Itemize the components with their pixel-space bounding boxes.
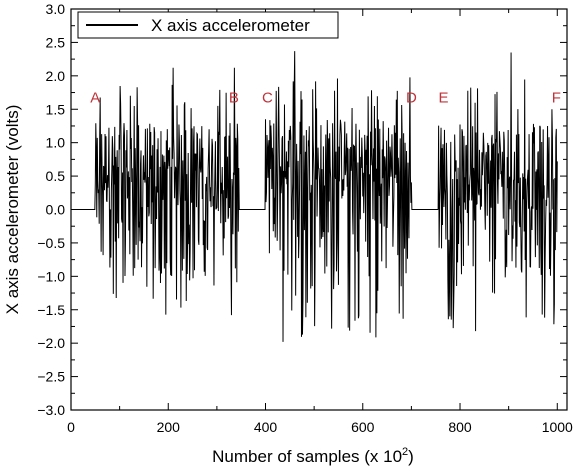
- x-tick-label: 400: [254, 419, 278, 435]
- x-axis-title-suffix: ): [408, 447, 414, 466]
- x-tick-label: 800: [448, 419, 472, 435]
- legend-entry: X axis accelerometer: [151, 16, 310, 35]
- x-tick-label: 600: [351, 419, 375, 435]
- y-tick-label: 2.5: [46, 34, 66, 50]
- y-tick-label: −0.5: [37, 235, 65, 251]
- ticks-layer: −3.0 −2.5 −2.0 −1.5 −1.0 −0.5 0.0 0.5 1.0 1.5 2.0 2…: [37, 1, 573, 435]
- segment-label-f: F: [552, 90, 561, 107]
- x-axis-title-superscript: 2: [402, 446, 408, 458]
- y-tick-label: −3.0: [37, 402, 65, 418]
- y-tick-label: 0.0: [46, 202, 66, 218]
- x-tick-label: 200: [157, 419, 181, 435]
- y-tick-label: 2.0: [46, 68, 66, 84]
- y-axis-title: X axis accelerometer (volts): [3, 105, 22, 315]
- signal-layer: [71, 51, 558, 342]
- y-tick-label: 1.0: [46, 135, 66, 151]
- y-tick-label: 0.5: [46, 168, 66, 184]
- y-tick-label: −2.0: [37, 335, 65, 351]
- segment-label-c: C: [262, 90, 273, 107]
- x-axis-title-main: Number of samples (x 10: [212, 447, 402, 466]
- segment-label-d: D: [406, 90, 417, 107]
- x-tick-label: 0: [67, 419, 75, 435]
- x-axis-title: Number of samples (x 102): [212, 446, 414, 466]
- segment-label-e: E: [438, 90, 448, 107]
- y-tick-label: −1.5: [37, 302, 65, 318]
- annotation-layer: A B C D E F: [90, 90, 561, 107]
- series-line-x-axis-accelerometer: [71, 51, 558, 342]
- y-tick-label: 3.0: [46, 1, 66, 17]
- y-tick-label: 1.5: [46, 101, 66, 117]
- legend: X axis accelerometer: [77, 11, 339, 39]
- y-tick-label: −2.5: [37, 369, 65, 385]
- segment-label-b: B: [229, 90, 239, 107]
- y-tick-label: −1.0: [37, 268, 65, 284]
- x-tick-label: 1000: [542, 419, 573, 435]
- segment-label-a: A: [90, 90, 100, 107]
